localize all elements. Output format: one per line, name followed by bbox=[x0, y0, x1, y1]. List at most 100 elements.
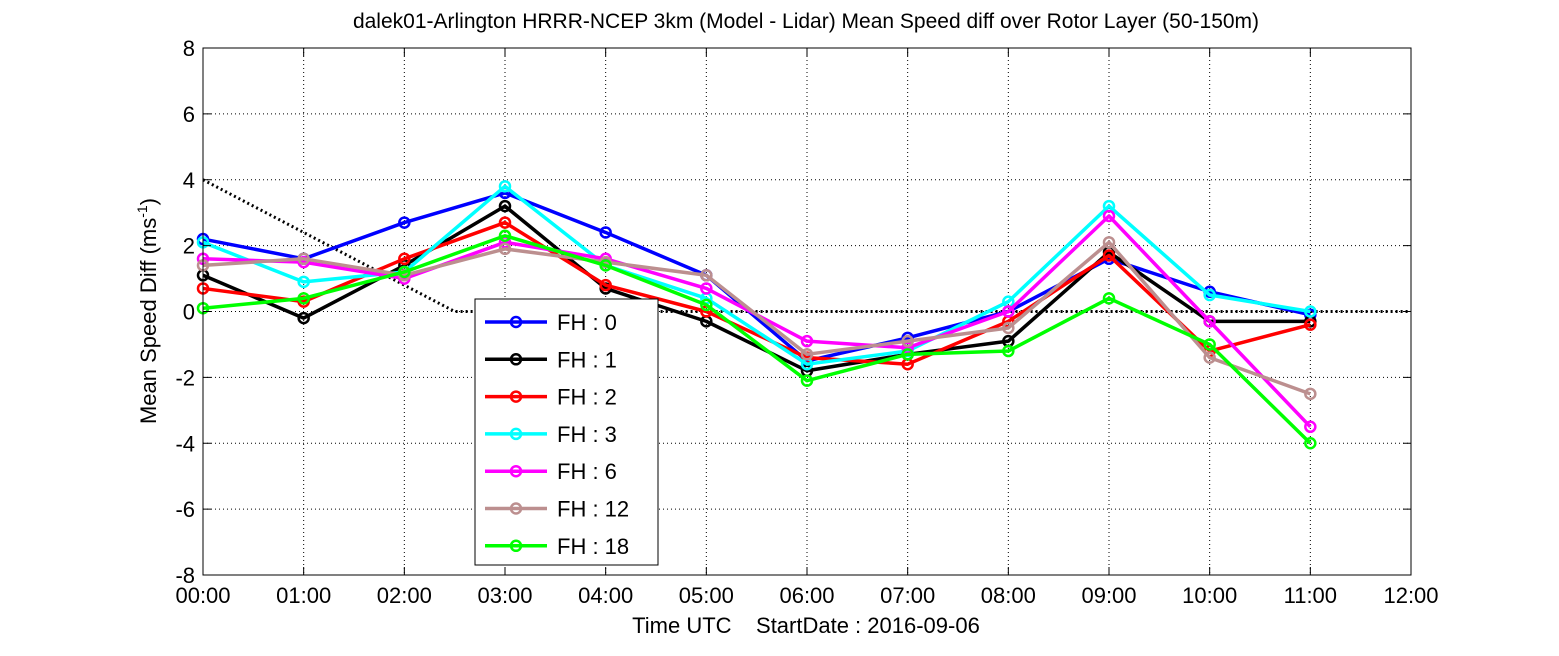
data-point bbox=[599, 278, 612, 292]
y-tick-label: 2 bbox=[183, 234, 195, 259]
legend-swatch-marker bbox=[509, 353, 523, 366]
legend-label: FH : 1 bbox=[557, 347, 617, 372]
data-point bbox=[1304, 437, 1317, 450]
x-tick-label: 09:00 bbox=[1081, 583, 1136, 608]
legend-swatch-marker bbox=[509, 464, 523, 478]
legend-label: FH : 12 bbox=[557, 497, 629, 522]
data-point bbox=[700, 269, 713, 282]
x-tick-label: 01:00 bbox=[276, 583, 331, 608]
data-point bbox=[1203, 338, 1216, 351]
y-tick-label: -8 bbox=[175, 563, 195, 588]
legend-item: FH : 2 bbox=[485, 385, 617, 410]
legend-swatch-marker bbox=[509, 427, 523, 441]
data-point bbox=[498, 242, 512, 256]
x-tick-label: 05:00 bbox=[679, 583, 734, 608]
data-point bbox=[398, 252, 411, 266]
data-point bbox=[297, 275, 310, 289]
data-point bbox=[1304, 420, 1317, 434]
data-point bbox=[1203, 288, 1216, 302]
data-point bbox=[700, 282, 713, 295]
data-point bbox=[1002, 321, 1015, 335]
x-tick-label: 00:00 bbox=[175, 583, 230, 608]
x-tick-label: 02:00 bbox=[377, 583, 432, 608]
series-line bbox=[202, 233, 1312, 445]
data-point bbox=[398, 265, 411, 279]
series-line bbox=[202, 220, 1311, 366]
x-tick-label: 12:00 bbox=[1383, 583, 1438, 608]
y-axis-label-main: Mean Speed Diff (ms bbox=[136, 218, 161, 424]
data-point bbox=[800, 334, 814, 348]
data-point bbox=[297, 292, 310, 305]
x-tick-labels: 00:00 01:00 02:00 03:00 04:00 05:00 06:00 07:00… bbox=[175, 583, 1438, 608]
legend-item: FH : 6 bbox=[485, 459, 617, 484]
legend-swatch-marker bbox=[509, 315, 523, 329]
x-tick-label: 06:00 bbox=[779, 583, 834, 608]
y-tick-label: -6 bbox=[175, 497, 195, 522]
y-tick-labels: -8 -6 -4 -2 0 2 4 6 8 bbox=[175, 36, 195, 588]
data-point bbox=[1002, 344, 1015, 358]
data-point bbox=[498, 180, 512, 193]
x-axis-label: Time UTC StartDate : 2016-09-06 bbox=[632, 613, 980, 638]
data-point bbox=[1102, 236, 1116, 249]
data-point bbox=[1102, 249, 1116, 262]
data-point bbox=[1203, 315, 1216, 328]
data-point bbox=[901, 334, 914, 348]
reference-line bbox=[202, 178, 1411, 313]
data-point bbox=[297, 252, 310, 266]
data-point bbox=[599, 226, 612, 239]
x-tick-label: 11:00 bbox=[1284, 583, 1337, 608]
y-tick-label: 8 bbox=[183, 36, 195, 61]
legend-label: FH : 18 bbox=[557, 534, 629, 559]
data-point bbox=[1203, 351, 1216, 364]
x-tick-label: 07:00 bbox=[880, 583, 935, 608]
y-tick-label: 6 bbox=[183, 102, 195, 127]
x-tick-label: 03:00 bbox=[477, 583, 532, 608]
y-axis-label-unit-exponent: -1 bbox=[134, 205, 150, 218]
data-point bbox=[1304, 387, 1317, 401]
legend-box bbox=[474, 298, 659, 566]
series-layer bbox=[196, 180, 1317, 450]
legend-item: FH : 0 bbox=[485, 310, 617, 335]
legend-swatch-marker bbox=[509, 390, 523, 403]
data-point bbox=[1002, 305, 1015, 318]
legend-item: FH : 12 bbox=[485, 497, 629, 522]
axis-ticks bbox=[202, 47, 1412, 576]
legend-item: FH : 18 bbox=[485, 534, 629, 559]
data-point bbox=[800, 348, 814, 361]
data-point bbox=[800, 374, 814, 387]
x-tick-label: 10:00 bbox=[1182, 583, 1237, 608]
y-tick-label: 4 bbox=[183, 168, 195, 193]
x-tick-label: 08:00 bbox=[981, 583, 1036, 608]
legend-items: FH : 0 FH : 1 FH : 2 FH : 3 FH : 6 FH : 12 FH … bbox=[485, 310, 629, 559]
data-point bbox=[498, 229, 512, 242]
data-point bbox=[901, 348, 914, 361]
series-line bbox=[202, 240, 1311, 396]
legend: FH : 0 FH : 1 FH : 2 FH : 3 FH : 6 FH : 12 FH … bbox=[474, 298, 659, 566]
legend-label: FH : 6 bbox=[557, 459, 617, 484]
data-point bbox=[398, 216, 411, 229]
y-tick-label: -4 bbox=[175, 431, 195, 456]
data-point bbox=[297, 311, 310, 325]
legend-swatch-marker bbox=[509, 539, 523, 553]
chart-title: dalek01-Arlington HRRR-NCEP 3km (Model -… bbox=[353, 10, 1259, 33]
legend-label: FH : 3 bbox=[557, 422, 617, 447]
y-axis-label-close: ) bbox=[136, 198, 161, 205]
data-point bbox=[1304, 305, 1317, 318]
data-point bbox=[700, 298, 713, 312]
legend-swatch-marker bbox=[509, 502, 523, 515]
legend-item: FH : 3 bbox=[485, 422, 617, 447]
legend-label: FH : 2 bbox=[557, 385, 617, 410]
data-point bbox=[1102, 292, 1116, 305]
y-tick-label: 0 bbox=[183, 300, 195, 325]
data-point bbox=[498, 199, 512, 213]
data-point bbox=[1304, 318, 1317, 331]
data-point bbox=[1102, 209, 1116, 223]
legend-item: FH : 1 bbox=[485, 347, 617, 372]
reference-line-layer bbox=[202, 178, 1411, 313]
y-axis-label: Mean Speed Diff (ms-1) bbox=[134, 198, 161, 424]
x-tick-label: 04:00 bbox=[578, 583, 633, 608]
legend-label: FH : 0 bbox=[557, 310, 617, 335]
y-tick-label: -2 bbox=[175, 365, 195, 390]
data-point bbox=[498, 216, 512, 229]
